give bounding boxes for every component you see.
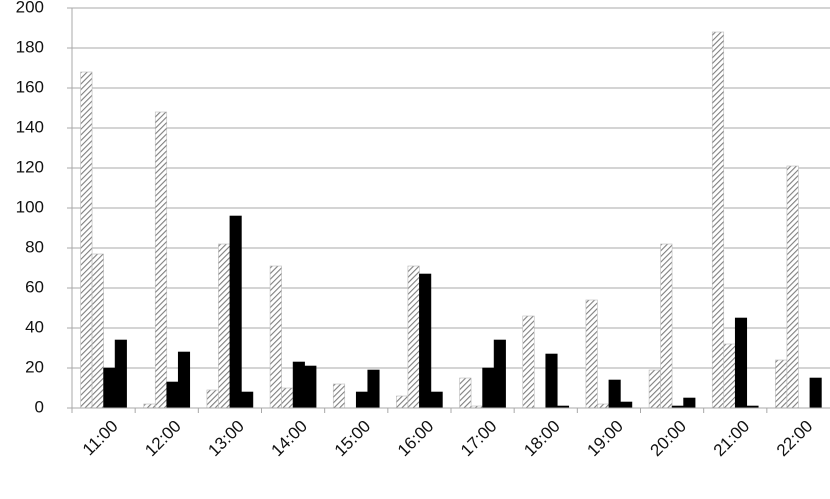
x-tick-label: 14:00 [268,417,312,461]
bar [80,71,93,409]
bar [218,243,231,409]
bar [281,387,294,409]
y-tick-label: 100 [16,197,44,216]
bar [711,31,725,409]
y-tick-label: 180 [16,37,44,56]
bar [143,403,156,409]
x-tick-label: 18:00 [520,417,564,461]
bar [114,339,127,409]
bar [493,339,506,409]
y-tick-label: 80 [25,237,44,256]
bar [407,265,420,409]
bar [332,383,346,409]
bar [367,369,380,409]
bar [775,359,788,409]
bar [723,343,736,409]
bar [355,391,369,409]
bar [734,317,748,409]
y-tick-label: 0 [35,397,44,416]
bar [620,401,633,409]
bar [292,361,305,409]
bar [786,165,799,409]
bar [103,367,116,409]
y-tick-label: 40 [25,317,44,336]
x-tick-label: 11:00 [79,417,122,460]
bar [241,391,254,409]
bar [177,351,191,409]
y-tick-label: 20 [25,357,44,376]
x-tick-label: 17:00 [457,417,501,461]
bar [683,397,696,409]
bar [154,111,168,409]
bar [522,315,535,409]
bar [206,389,219,409]
x-tick-label: 19:00 [583,417,627,461]
bar [430,391,443,409]
bar [809,377,822,409]
bar [482,367,495,409]
x-tick-label: 13:00 [204,417,248,461]
bar [396,395,409,409]
x-tick-label: 12:00 [141,417,185,461]
bar [91,253,104,409]
bar [166,381,179,409]
bar [608,379,621,409]
bar [304,365,317,409]
bar [545,353,558,409]
x-tick-label: 15:00 [331,417,375,461]
y-tick-label: 160 [16,77,44,96]
bar [585,299,598,409]
bar [269,265,282,409]
x-tick-label: 20:00 [647,417,691,461]
bar [597,403,610,409]
bar [229,215,242,409]
x-tick-label: 16:00 [394,417,438,461]
y-tick-label: 200 [16,0,44,16]
x-tick-label: 21:00 [710,417,754,461]
y-tick-label: 120 [16,157,44,176]
bar [459,377,472,409]
y-tick-label: 60 [25,277,44,296]
bar [648,369,661,409]
bar [419,273,432,409]
bar [660,243,673,409]
y-tick-label: 140 [16,117,44,136]
x-tick-label: 22:00 [773,417,817,461]
